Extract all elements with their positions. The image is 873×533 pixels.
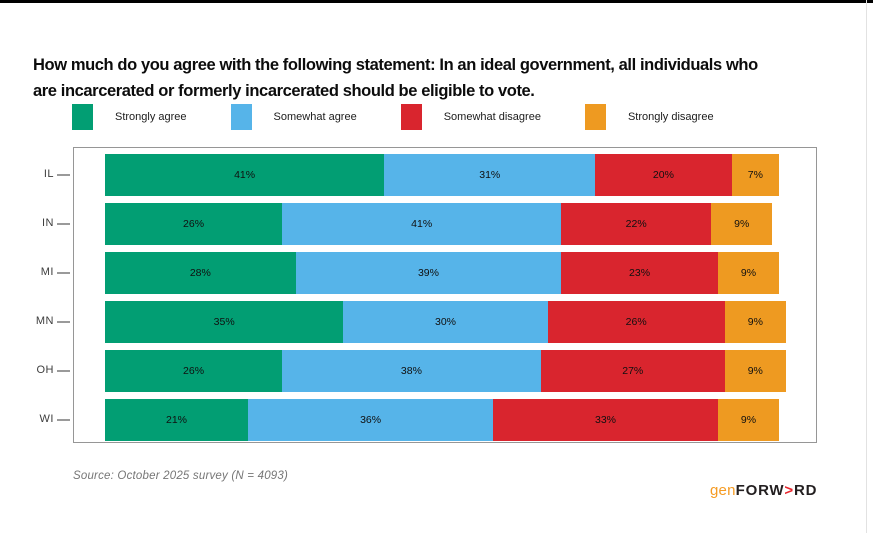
plot-area: 41% 31% 20% 7% 26% 41% 22% 9% 28% 39% 23% 9% 35% 30% 2… bbox=[36, 147, 817, 443]
logo-gen-text: gen bbox=[710, 482, 736, 499]
value-label: 27% bbox=[622, 365, 644, 377]
bar-segment: 20% bbox=[595, 154, 732, 196]
bar-segment: 33% bbox=[493, 399, 718, 441]
bar-segment: 26% bbox=[547, 301, 725, 343]
legend-color-swatch bbox=[72, 104, 93, 130]
bar-segment: 21% bbox=[105, 399, 248, 441]
legend-item: Somewhat disagree bbox=[400, 104, 541, 130]
value-label: 22% bbox=[625, 218, 647, 230]
logo-rd-text: RD bbox=[793, 482, 818, 499]
bar-segment: 28% bbox=[105, 252, 296, 294]
y-axis-tick bbox=[57, 272, 70, 274]
legend-item: Strongly agree bbox=[72, 104, 187, 130]
value-label: 33% bbox=[595, 414, 617, 426]
value-label: 9% bbox=[747, 365, 763, 377]
y-axis-tick bbox=[57, 419, 70, 421]
bar-segment: 22% bbox=[561, 203, 712, 245]
value-label: 20% bbox=[652, 169, 674, 181]
value-label: 38% bbox=[400, 365, 422, 377]
legend-label: Strongly agree bbox=[115, 111, 187, 123]
y-axis-label: MI bbox=[40, 266, 54, 278]
bar-segment: 41% bbox=[282, 203, 562, 245]
y-axis-tick bbox=[57, 370, 70, 372]
legend-item: Somewhat agree bbox=[230, 104, 357, 130]
legend-color-swatch bbox=[584, 104, 606, 130]
value-label: 9% bbox=[740, 414, 757, 426]
value-label: 31% bbox=[479, 169, 501, 181]
y-axis-label: WI bbox=[39, 413, 54, 425]
value-label: 41% bbox=[234, 169, 256, 181]
bar-segment: 41% bbox=[105, 154, 385, 196]
bar-row: 21% 36% 33% 9% bbox=[105, 399, 787, 441]
value-label: 9% bbox=[747, 316, 763, 328]
logo-arrow-glyph: > bbox=[784, 482, 794, 499]
bar-segment: 30% bbox=[343, 301, 548, 343]
value-label: 9% bbox=[734, 218, 750, 230]
bar-row: 26% 41% 22% 9% bbox=[105, 203, 787, 245]
bar-segment: 23% bbox=[561, 252, 718, 294]
value-label: 23% bbox=[629, 267, 651, 279]
bar-segment: 36% bbox=[248, 399, 494, 441]
value-label: 9% bbox=[740, 267, 757, 279]
bar-rows: 41% 31% 20% 7% 26% 41% 22% 9% 28% 39% 23% 9% 35% 30% 2… bbox=[105, 154, 787, 448]
value-label: 26% bbox=[183, 218, 205, 230]
y-axis-tick bbox=[57, 223, 70, 225]
value-label: 41% bbox=[411, 218, 433, 230]
legend-label: Somewhat agree bbox=[273, 111, 357, 123]
bar-segment: 26% bbox=[105, 203, 283, 245]
y-axis-label: OH bbox=[36, 364, 54, 376]
value-label: 7% bbox=[747, 169, 763, 181]
bar-segment: 9% bbox=[717, 399, 780, 441]
legend-label: Strongly disagree bbox=[627, 111, 714, 123]
bar-segment: 9% bbox=[724, 301, 786, 343]
logo-forw-text: FORW bbox=[735, 482, 785, 499]
value-label: 21% bbox=[165, 414, 187, 426]
bar-segment: 7% bbox=[731, 154, 780, 196]
y-axis-tick bbox=[57, 174, 70, 176]
y-axis-tick bbox=[57, 321, 70, 323]
source-note: Source: October 2025 survey (N = 4093) bbox=[73, 470, 289, 482]
legend-color-swatch bbox=[230, 104, 252, 130]
value-label: 39% bbox=[417, 267, 439, 279]
y-axis-label: IN bbox=[42, 217, 54, 229]
page-edge-line bbox=[866, 0, 867, 533]
bar-segment: 31% bbox=[384, 154, 596, 196]
chart-title-line1: How much do you agree with the following… bbox=[33, 56, 758, 74]
bar-segment: 27% bbox=[540, 350, 725, 392]
y-axis-label: IL bbox=[43, 168, 54, 180]
top-accent-bar bbox=[0, 0, 873, 3]
bar-segment: 9% bbox=[724, 350, 786, 392]
chart-title-line2: are incarcerated or formerly incarcerate… bbox=[33, 82, 535, 100]
legend-item: Strongly disagree bbox=[584, 104, 714, 130]
bar-row: 35% 30% 26% 9% bbox=[105, 301, 787, 343]
bar-segment: 38% bbox=[282, 350, 541, 392]
legend-label: Somewhat disagree bbox=[443, 111, 541, 123]
value-label: 35% bbox=[213, 316, 235, 328]
bar-segment: 26% bbox=[105, 350, 283, 392]
bar-segment: 39% bbox=[295, 252, 562, 294]
legend: Strongly agree Somewhat agree Somewhat dis… bbox=[72, 104, 758, 130]
chart-title: How much do you agree with the following… bbox=[33, 52, 833, 104]
value-label: 26% bbox=[183, 365, 205, 377]
genforward-logo: genFORW>RD bbox=[710, 482, 817, 499]
value-label: 26% bbox=[625, 316, 647, 328]
legend-color-swatch bbox=[400, 104, 422, 130]
value-label: 36% bbox=[360, 414, 382, 426]
bar-row: 26% 38% 27% 9% bbox=[105, 350, 787, 392]
y-axis-label: MN bbox=[35, 315, 54, 327]
bar-row: 28% 39% 23% 9% bbox=[105, 252, 787, 294]
bar-segment: 35% bbox=[105, 301, 344, 343]
bar-row: 41% 31% 20% 7% bbox=[105, 154, 787, 196]
bar-segment: 9% bbox=[711, 203, 773, 245]
value-label: 30% bbox=[434, 316, 456, 328]
value-label: 28% bbox=[189, 267, 211, 279]
bar-segment: 9% bbox=[717, 252, 780, 294]
